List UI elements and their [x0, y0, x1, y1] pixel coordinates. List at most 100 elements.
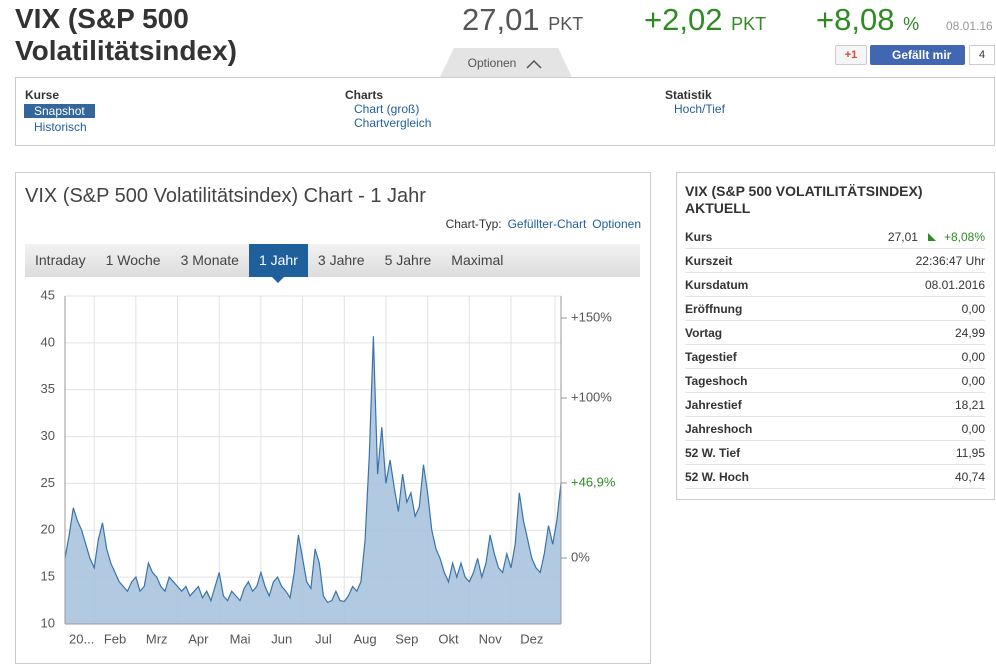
- row-number: 40,74: [954, 470, 985, 484]
- x-tick-label: Apr: [188, 631, 209, 646]
- caret: [526, 59, 542, 69]
- unit: PKT: [731, 14, 767, 34]
- price: 27,01 PKT: [462, 2, 583, 38]
- range-tab[interactable]: 5 Jahre: [384, 252, 432, 268]
- range-tab[interactable]: Intraday: [35, 252, 86, 268]
- x-tick-label: Feb: [104, 631, 126, 646]
- table-row: Tagestief 0,00: [685, 345, 985, 369]
- row-label: Jahrestief: [685, 398, 742, 412]
- nav-link[interactable]: Hoch/Tief: [674, 102, 725, 116]
- range-tab[interactable]: 3 Monate: [180, 252, 239, 268]
- row-label: Kurszeit: [685, 254, 733, 268]
- range-tabs: Intraday 1 Woche 3 Monate 1 Jahr 3 Jahre 5 Ja…: [25, 244, 640, 283]
- x-tick-label: Okt: [438, 631, 459, 646]
- row-number: 0,00: [961, 422, 985, 436]
- nav-link[interactable]: Chart (groß): [354, 102, 420, 116]
- row-number: 11,95: [955, 446, 985, 460]
- row-value: 08.01.2016: [925, 273, 985, 297]
- table-title: VIX (S&P 500 VOLATILITÄTSINDEX) AKTUELL: [685, 183, 923, 216]
- y-tick-label: 15: [41, 569, 55, 584]
- row-label: Vortag: [685, 326, 723, 340]
- nav-link[interactable]: Snapshot: [24, 104, 95, 118]
- nav: Kurse Snapshot Historisch Charts Chart (groß…: [15, 77, 995, 146]
- y2-tick-label: +150%: [571, 309, 612, 324]
- row-label: Eröffnung: [685, 302, 743, 316]
- nav-heading: Charts: [345, 88, 384, 102]
- table-row: Jahrestief 18,21: [685, 393, 985, 417]
- table-row: 52 W. Hoch 40,74: [685, 465, 985, 489]
- chart: 10 15 20 25 30 35 40 45 20... Feb Mrz Apr Mai Jun Jul A…: [41, 287, 616, 646]
- row-change: +8,08%: [943, 230, 985, 244]
- y-tick-label: 40: [41, 334, 55, 349]
- chart-title: VIX (S&P 500 Volatilitätsindex) Chart - …: [25, 185, 426, 207]
- trend-icon: [927, 233, 936, 241]
- row-number: 0,00: [961, 374, 985, 388]
- x-tick-label: Aug: [354, 631, 377, 646]
- x-tick-label: Mai: [230, 631, 251, 646]
- range-tab[interactable]: 1 Woche: [105, 252, 161, 268]
- row-value: 0,00: [962, 345, 985, 369]
- row-number: 18,21: [954, 398, 985, 412]
- row-label: 52 W. Hoch: [685, 470, 750, 484]
- table-row: 52 W. Tief 11,95: [685, 441, 985, 465]
- chart-panel: VIX (S&P 500 Volatilitätsindex) Chart - …: [15, 172, 651, 664]
- x-tick-label: Mrz: [146, 631, 168, 646]
- y2-tick-label: +46,9%: [571, 474, 616, 489]
- y-tick-label: 45: [41, 287, 55, 302]
- type-label: Chart-Typ:: [445, 217, 502, 231]
- gplus-button[interactable]: +1: [835, 45, 867, 65]
- x-tick-label: Jun: [271, 631, 292, 646]
- price-value: 27,01: [462, 2, 540, 37]
- row-label: Kursdatum: [685, 278, 749, 292]
- y2-tick-label: 0%: [571, 549, 590, 564]
- row-value: 27,01 +8,08%: [888, 225, 985, 249]
- row-value: 11,95: [956, 441, 985, 465]
- type-link[interactable]: Gefüllter-Chart: [507, 217, 587, 231]
- nav-heading: Kurse: [25, 88, 60, 102]
- row-value: 40,74: [955, 465, 985, 489]
- quote-table: VIX (S&P 500 VOLATILITÄTSINDEX) AKTUELL …: [676, 172, 995, 500]
- y-tick-label: 20: [41, 522, 55, 537]
- row-value: 0,00: [962, 297, 985, 321]
- tab-shape: [440, 48, 572, 77]
- change-value: +2,02: [644, 2, 723, 37]
- chart-type: Chart-Typ: Gefüllter-Chart Optionen: [446, 217, 641, 231]
- table-row: Kursdatum 08.01.2016: [685, 273, 985, 297]
- row-label: Kurs: [685, 230, 713, 244]
- range-tab[interactable]: Maximal: [451, 252, 504, 268]
- nav-heading: Statistik: [665, 88, 712, 102]
- page-title: VIX (S&P 500 Volatilitätsindex): [15, 3, 237, 66]
- options-tab[interactable]: Optionen: [440, 48, 572, 77]
- area-line: [64, 336, 562, 604]
- row-value: 0,00: [962, 369, 985, 393]
- date: 08.01.16: [946, 19, 993, 33]
- nav-column: Charts Chart (groß) Chartvergleich: [345, 88, 441, 130]
- area-fill: [65, 336, 561, 624]
- nav-link[interactable]: Historisch: [34, 120, 87, 134]
- table-row: Vortag 24,99: [685, 321, 985, 345]
- y-tick-label: 10: [41, 615, 55, 630]
- options-link[interactable]: Optionen: [592, 217, 641, 231]
- y-tick-label: 35: [41, 381, 55, 396]
- nav-link[interactable]: Chartvergleich: [354, 116, 432, 130]
- nav-column: Statistik Hoch/Tief: [665, 88, 735, 116]
- like-button[interactable]: Gefällt mir: [870, 45, 965, 65]
- y-tick-label: 30: [41, 428, 55, 443]
- row-label: 52 W. Tief: [685, 446, 741, 460]
- x-tick-label: Sep: [395, 631, 418, 646]
- x-tick-label: Dez: [520, 631, 543, 646]
- row-number: 22:36:47 Uhr: [915, 254, 985, 268]
- table-row: Eröffnung 0,00: [685, 297, 985, 321]
- table-row: Kurs 27,01 +8,08%: [685, 225, 985, 249]
- range-tab[interactable]: 1 Jahr: [248, 244, 308, 283]
- row-label: Jahreshoch: [685, 422, 753, 436]
- row-number: 24,99: [954, 326, 985, 340]
- range-tab[interactable]: 3 Jahre: [317, 252, 365, 268]
- row-value: 22:36:47 Uhr: [916, 249, 985, 273]
- row-number: 08.01.2016: [924, 278, 985, 292]
- x-tick-label: Nov: [479, 631, 503, 646]
- x-tick-label: 20...: [69, 631, 94, 646]
- row-number: 0,00: [961, 302, 985, 316]
